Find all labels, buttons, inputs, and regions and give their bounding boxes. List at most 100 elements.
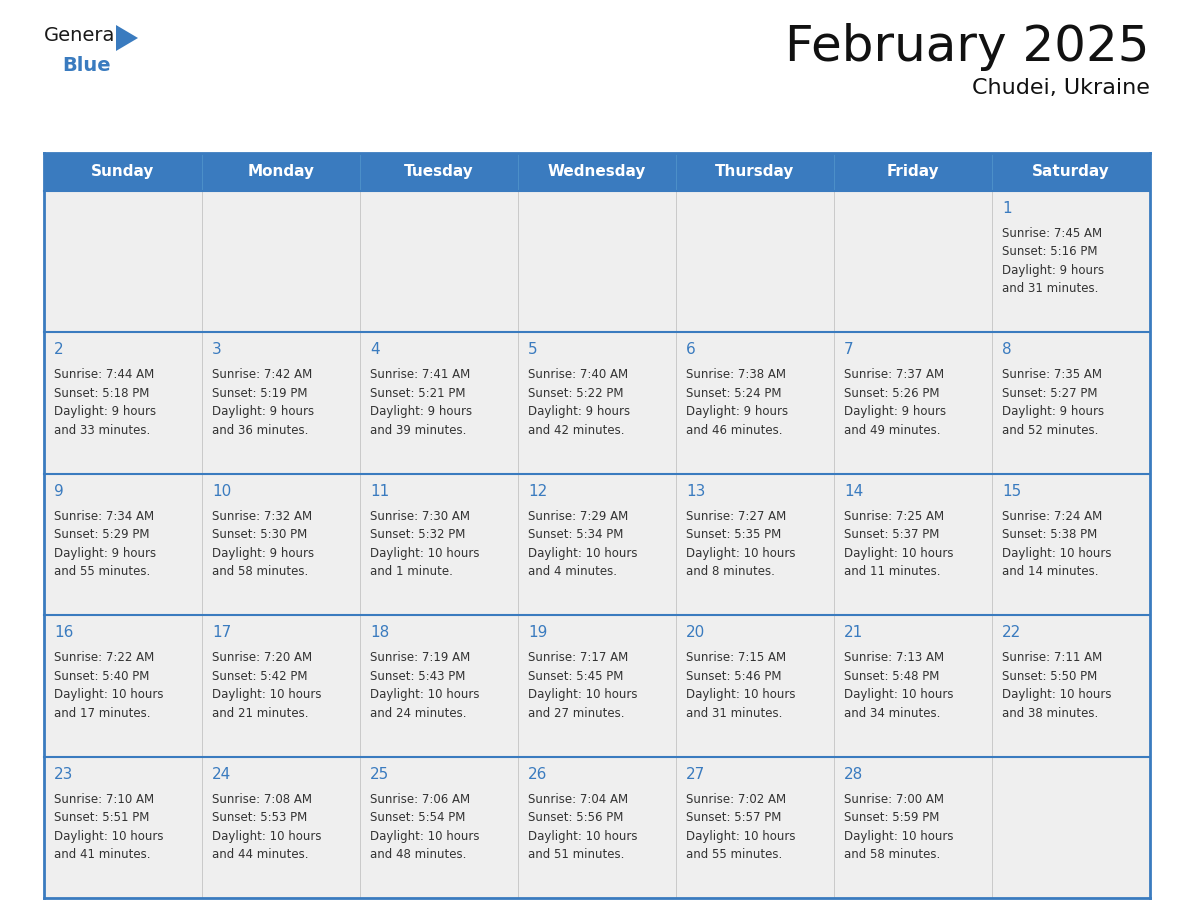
Bar	[44, 332, 202, 474]
Text: Sunrise: 7:20 AM
Sunset: 5:42 PM
Daylight: 10 hours
and 21 minutes.: Sunrise: 7:20 AM Sunset: 5:42 PM Dayligh…	[211, 651, 322, 720]
Bar	[834, 756, 992, 898]
Text: Sunrise: 7:38 AM
Sunset: 5:24 PM
Daylight: 9 hours
and 46 minutes.: Sunrise: 7:38 AM Sunset: 5:24 PM Dayligh…	[685, 368, 788, 437]
Bar	[518, 191, 676, 332]
Bar	[44, 615, 202, 756]
Text: 1: 1	[1001, 201, 1012, 216]
Text: Sunrise: 7:02 AM
Sunset: 5:57 PM
Daylight: 10 hours
and 55 minutes.: Sunrise: 7:02 AM Sunset: 5:57 PM Dayligh…	[685, 792, 796, 861]
Text: Saturday: Saturday	[1032, 164, 1110, 180]
Text: 20: 20	[685, 625, 706, 640]
Text: 21: 21	[843, 625, 864, 640]
Bar	[676, 332, 834, 474]
Bar	[202, 756, 360, 898]
Text: Sunrise: 7:27 AM
Sunset: 5:35 PM
Daylight: 10 hours
and 8 minutes.: Sunrise: 7:27 AM Sunset: 5:35 PM Dayligh…	[685, 509, 796, 578]
Bar	[834, 332, 992, 474]
Text: Sunrise: 7:25 AM
Sunset: 5:37 PM
Daylight: 10 hours
and 11 minutes.: Sunrise: 7:25 AM Sunset: 5:37 PM Dayligh…	[843, 509, 954, 578]
Text: 11: 11	[369, 484, 390, 498]
Bar	[518, 756, 676, 898]
Text: 6: 6	[685, 342, 696, 357]
Text: Sunrise: 7:41 AM
Sunset: 5:21 PM
Daylight: 9 hours
and 39 minutes.: Sunrise: 7:41 AM Sunset: 5:21 PM Dayligh…	[369, 368, 472, 437]
Bar	[992, 191, 1150, 332]
Bar	[518, 332, 676, 474]
Text: Sunrise: 7:34 AM
Sunset: 5:29 PM
Daylight: 9 hours
and 55 minutes.: Sunrise: 7:34 AM Sunset: 5:29 PM Dayligh…	[53, 509, 156, 578]
Text: 14: 14	[843, 484, 864, 498]
Text: Friday: Friday	[886, 164, 940, 180]
Bar	[992, 332, 1150, 474]
Text: Sunrise: 7:24 AM
Sunset: 5:38 PM
Daylight: 10 hours
and 14 minutes.: Sunrise: 7:24 AM Sunset: 5:38 PM Dayligh…	[1001, 509, 1112, 578]
Bar	[676, 191, 834, 332]
Bar	[202, 191, 360, 332]
Text: 4: 4	[369, 342, 380, 357]
Text: 12: 12	[527, 484, 548, 498]
Text: 25: 25	[369, 767, 390, 781]
Text: Tuesday: Tuesday	[404, 164, 474, 180]
Text: Sunday: Sunday	[91, 164, 154, 180]
Text: 7: 7	[843, 342, 854, 357]
Polygon shape	[116, 25, 138, 51]
Text: 9: 9	[53, 484, 64, 498]
Text: Sunrise: 7:45 AM
Sunset: 5:16 PM
Daylight: 9 hours
and 31 minutes.: Sunrise: 7:45 AM Sunset: 5:16 PM Dayligh…	[1001, 227, 1104, 296]
Text: Sunrise: 7:04 AM
Sunset: 5:56 PM
Daylight: 10 hours
and 51 minutes.: Sunrise: 7:04 AM Sunset: 5:56 PM Dayligh…	[527, 792, 638, 861]
Text: Wednesday: Wednesday	[548, 164, 646, 180]
Text: Sunrise: 7:19 AM
Sunset: 5:43 PM
Daylight: 10 hours
and 24 minutes.: Sunrise: 7:19 AM Sunset: 5:43 PM Dayligh…	[369, 651, 480, 720]
Bar	[834, 615, 992, 756]
Text: Sunrise: 7:08 AM
Sunset: 5:53 PM
Daylight: 10 hours
and 44 minutes.: Sunrise: 7:08 AM Sunset: 5:53 PM Dayligh…	[211, 792, 322, 861]
Bar	[360, 332, 518, 474]
Text: Thursday: Thursday	[715, 164, 795, 180]
Bar	[202, 474, 360, 615]
Text: Sunrise: 7:00 AM
Sunset: 5:59 PM
Daylight: 10 hours
and 58 minutes.: Sunrise: 7:00 AM Sunset: 5:59 PM Dayligh…	[843, 792, 954, 861]
Text: Sunrise: 7:35 AM
Sunset: 5:27 PM
Daylight: 9 hours
and 52 minutes.: Sunrise: 7:35 AM Sunset: 5:27 PM Dayligh…	[1001, 368, 1104, 437]
Text: Monday: Monday	[247, 164, 315, 180]
Text: 15: 15	[1001, 484, 1022, 498]
Text: Sunrise: 7:40 AM
Sunset: 5:22 PM
Daylight: 9 hours
and 42 minutes.: Sunrise: 7:40 AM Sunset: 5:22 PM Dayligh…	[527, 368, 630, 437]
Text: Sunrise: 7:37 AM
Sunset: 5:26 PM
Daylight: 9 hours
and 49 minutes.: Sunrise: 7:37 AM Sunset: 5:26 PM Dayligh…	[843, 368, 946, 437]
Text: 19: 19	[527, 625, 548, 640]
Bar	[202, 332, 360, 474]
Bar	[992, 615, 1150, 756]
Text: General: General	[44, 26, 121, 45]
Text: Sunrise: 7:44 AM
Sunset: 5:18 PM
Daylight: 9 hours
and 33 minutes.: Sunrise: 7:44 AM Sunset: 5:18 PM Dayligh…	[53, 368, 156, 437]
Text: 16: 16	[53, 625, 74, 640]
Text: 23: 23	[53, 767, 74, 781]
Bar	[676, 615, 834, 756]
Text: Sunrise: 7:11 AM
Sunset: 5:50 PM
Daylight: 10 hours
and 38 minutes.: Sunrise: 7:11 AM Sunset: 5:50 PM Dayligh…	[1001, 651, 1112, 720]
Text: Sunrise: 7:30 AM
Sunset: 5:32 PM
Daylight: 10 hours
and 1 minute.: Sunrise: 7:30 AM Sunset: 5:32 PM Dayligh…	[369, 509, 480, 578]
Bar	[360, 191, 518, 332]
Text: 22: 22	[1001, 625, 1022, 640]
Text: Sunrise: 7:06 AM
Sunset: 5:54 PM
Daylight: 10 hours
and 48 minutes.: Sunrise: 7:06 AM Sunset: 5:54 PM Dayligh…	[369, 792, 480, 861]
Text: 2: 2	[53, 342, 64, 357]
Bar	[360, 756, 518, 898]
Bar	[360, 615, 518, 756]
Text: 28: 28	[843, 767, 864, 781]
Text: Sunrise: 7:13 AM
Sunset: 5:48 PM
Daylight: 10 hours
and 34 minutes.: Sunrise: 7:13 AM Sunset: 5:48 PM Dayligh…	[843, 651, 954, 720]
Text: 8: 8	[1001, 342, 1012, 357]
Bar	[44, 153, 1150, 191]
Bar	[44, 474, 202, 615]
Bar	[518, 615, 676, 756]
Text: Sunrise: 7:42 AM
Sunset: 5:19 PM
Daylight: 9 hours
and 36 minutes.: Sunrise: 7:42 AM Sunset: 5:19 PM Dayligh…	[211, 368, 314, 437]
Bar	[834, 474, 992, 615]
Text: Blue: Blue	[62, 56, 110, 75]
Text: 10: 10	[211, 484, 232, 498]
Text: 5: 5	[527, 342, 538, 357]
Bar	[676, 756, 834, 898]
Bar	[676, 474, 834, 615]
Text: 17: 17	[211, 625, 232, 640]
Bar	[202, 615, 360, 756]
Text: 26: 26	[527, 767, 548, 781]
Text: 18: 18	[369, 625, 390, 640]
Text: Sunrise: 7:22 AM
Sunset: 5:40 PM
Daylight: 10 hours
and 17 minutes.: Sunrise: 7:22 AM Sunset: 5:40 PM Dayligh…	[53, 651, 164, 720]
Text: February 2025: February 2025	[785, 23, 1150, 71]
Text: 27: 27	[685, 767, 706, 781]
Bar	[834, 191, 992, 332]
Text: 24: 24	[211, 767, 232, 781]
Bar	[992, 756, 1150, 898]
Bar	[44, 191, 202, 332]
Text: Chudei, Ukraine: Chudei, Ukraine	[972, 78, 1150, 98]
Text: 13: 13	[685, 484, 706, 498]
Bar	[44, 756, 202, 898]
Text: Sunrise: 7:15 AM
Sunset: 5:46 PM
Daylight: 10 hours
and 31 minutes.: Sunrise: 7:15 AM Sunset: 5:46 PM Dayligh…	[685, 651, 796, 720]
Bar	[518, 474, 676, 615]
Bar	[992, 474, 1150, 615]
Text: Sunrise: 7:17 AM
Sunset: 5:45 PM
Daylight: 10 hours
and 27 minutes.: Sunrise: 7:17 AM Sunset: 5:45 PM Dayligh…	[527, 651, 638, 720]
Text: 3: 3	[211, 342, 222, 357]
